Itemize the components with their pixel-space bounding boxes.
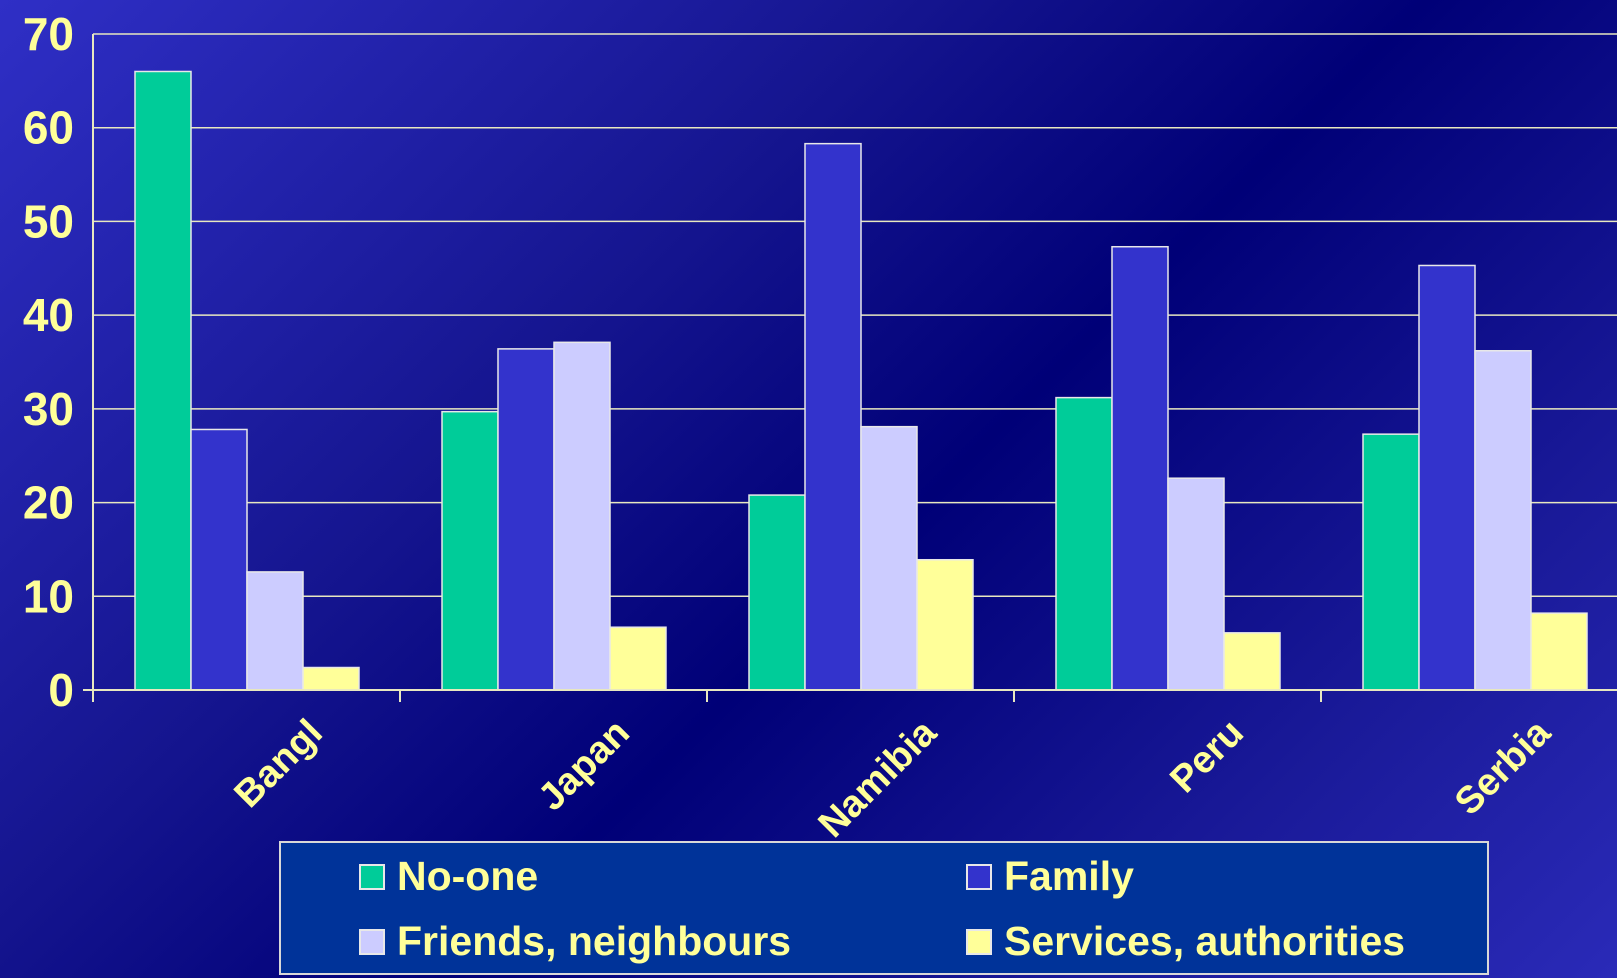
bar-namibia-family [804,142,862,691]
bar-namibia-no-one [748,494,806,691]
y-tick-label-30: 30 [23,383,74,435]
y-tick-label-20: 20 [23,477,74,529]
bar-japan-services-authorities [609,626,667,691]
bar-peru-services-authorities [1223,632,1281,691]
legend-swatch-family [966,863,992,890]
bar-serbia-friends-neighbours [1474,350,1532,691]
bar-bangl-no-one [134,70,192,691]
legend-label-services-authorities: Services, authorities [1004,918,1406,964]
y-tick-label-60: 60 [23,102,74,154]
y-tick-label-50: 50 [23,195,74,247]
x-tick-label-peru: Peru [1162,712,1251,801]
bar-serbia-family [1418,264,1476,691]
bar-namibia-services-authorities [916,558,974,691]
x-tick-label-serbia: Serbia [1447,711,1559,823]
bar-peru-friends-neighbours [1167,477,1225,691]
y-tick-label-0: 0 [48,664,74,716]
legend-label-family: Family [1004,853,1134,899]
bar-bangl-services-authorities [302,666,360,691]
y-tick-label-10: 10 [23,570,74,622]
legend-item-no-one: No-one [359,853,538,900]
x-tick-label-bangl: Bangl [227,712,331,816]
legend-item-family: Family [966,853,1134,900]
bar-japan-no-one [441,410,499,691]
bar-bangl-friends-neighbours [246,571,304,691]
bar-bangl-family [190,428,248,691]
y-tick-labels: 0 10 20 30 40 50 60 70 [23,8,74,716]
y-tick-label-40: 40 [23,289,74,341]
bar-peru-family [1111,245,1169,691]
x-tick-label-japan: Japan [531,712,638,819]
legend: No-one Family Friends, neighbours Servic… [279,841,1489,975]
bar-japan-friends-neighbours [553,341,611,691]
legend-label-friends-neighbours: Friends, neighbours [397,918,792,964]
bar-peru-no-one [1055,396,1113,691]
axes-group [83,34,1617,702]
y-tick-label-70: 70 [23,8,74,60]
legend-item-services-authorities: Services, authorities [966,918,1405,965]
x-tick-label-namibia: Namibia [811,711,946,846]
bar-japan-family [497,348,555,691]
legend-swatch-no-one [359,863,385,890]
legend-swatch-friends-neighbours [359,928,385,955]
legend-swatch-services-authorities [966,928,992,955]
legend-label-no-one: No-one [397,853,539,899]
bars-group [134,70,1588,691]
bar-serbia-no-one [1362,433,1420,691]
bar-serbia-services-authorities [1530,612,1588,691]
bar-namibia-friends-neighbours [860,425,918,691]
legend-item-friends-neighbours: Friends, neighbours [359,918,791,965]
x-tick-labels: Bangl Japan Namibia Peru Serbia [227,711,1560,846]
